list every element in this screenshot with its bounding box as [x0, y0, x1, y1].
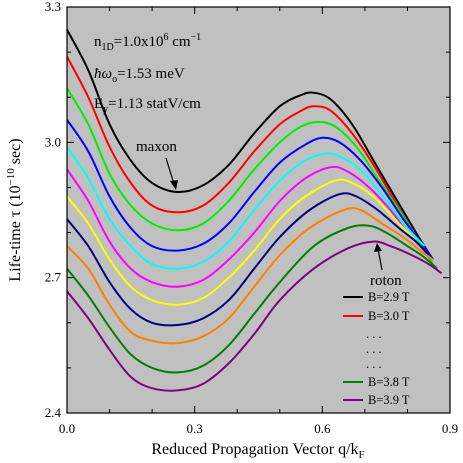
roton-arrowhead [374, 243, 382, 252]
legend-label-1: B=3.0 T [368, 309, 410, 323]
y-axis-label: Life-time τ (10−10 sec) [5, 138, 24, 281]
param-phonon-energy: ħωo=1.53 meV [94, 66, 185, 85]
legend-label-3: B=3.9 T [368, 393, 410, 407]
tick-layer: 0.0 0.3 0.6 0.9 2.4 2.7 3.0 3.3 [45, 0, 458, 436]
x-tick-label-2: 0.6 [314, 421, 331, 436]
x-axis-label: Reduced Propagation Vector q/kF [151, 441, 364, 461]
param-field: Ey=1.13 statV/cm [94, 96, 201, 115]
series-line-5 [66, 165, 426, 288]
x-tick-label-1: 0.3 [187, 421, 203, 436]
y-tick-label-1: 2.7 [45, 270, 62, 285]
legend: B=2.9 T B=3.0 T . . . . . . . . . B=3.8 … [343, 290, 410, 407]
series-line-2 [66, 87, 434, 265]
series-line-6 [66, 178, 426, 306]
y-tick-label-2: 3.0 [45, 134, 61, 149]
maxon-arrowhead [170, 180, 178, 190]
y-tick-label-3: 3.3 [45, 0, 61, 14]
series-line-7 [66, 192, 430, 327]
plot-frame [66, 6, 451, 414]
series-line-8 [66, 207, 434, 345]
maxon-arrow [165, 157, 175, 185]
series-line-4 [66, 146, 426, 270]
roton-arrow [377, 248, 383, 271]
y-tick-label-0: 2.4 [45, 405, 62, 420]
x-tick-label-3: 0.9 [442, 421, 458, 436]
legend-dots-2: . . . [366, 357, 382, 371]
series-line-3 [66, 119, 434, 261]
series-layer [66, 29, 443, 392]
maxon-label: maxon [136, 139, 177, 155]
legend-dots-1: . . . [366, 342, 382, 356]
legend-label-2: B=3.8 T [368, 375, 410, 389]
series-line-10 [66, 240, 443, 392]
roton-label: roton [370, 273, 402, 289]
param-density: n1D=1.0x106 cm−1 [94, 32, 201, 53]
series-line-9 [66, 224, 438, 374]
series-line-0 [66, 29, 434, 261]
legend-dots-0: . . . [366, 327, 382, 341]
series-line-1 [66, 56, 434, 261]
legend-label-0: B=2.9 T [368, 290, 410, 304]
x-tick-label-0: 0.0 [59, 421, 75, 436]
